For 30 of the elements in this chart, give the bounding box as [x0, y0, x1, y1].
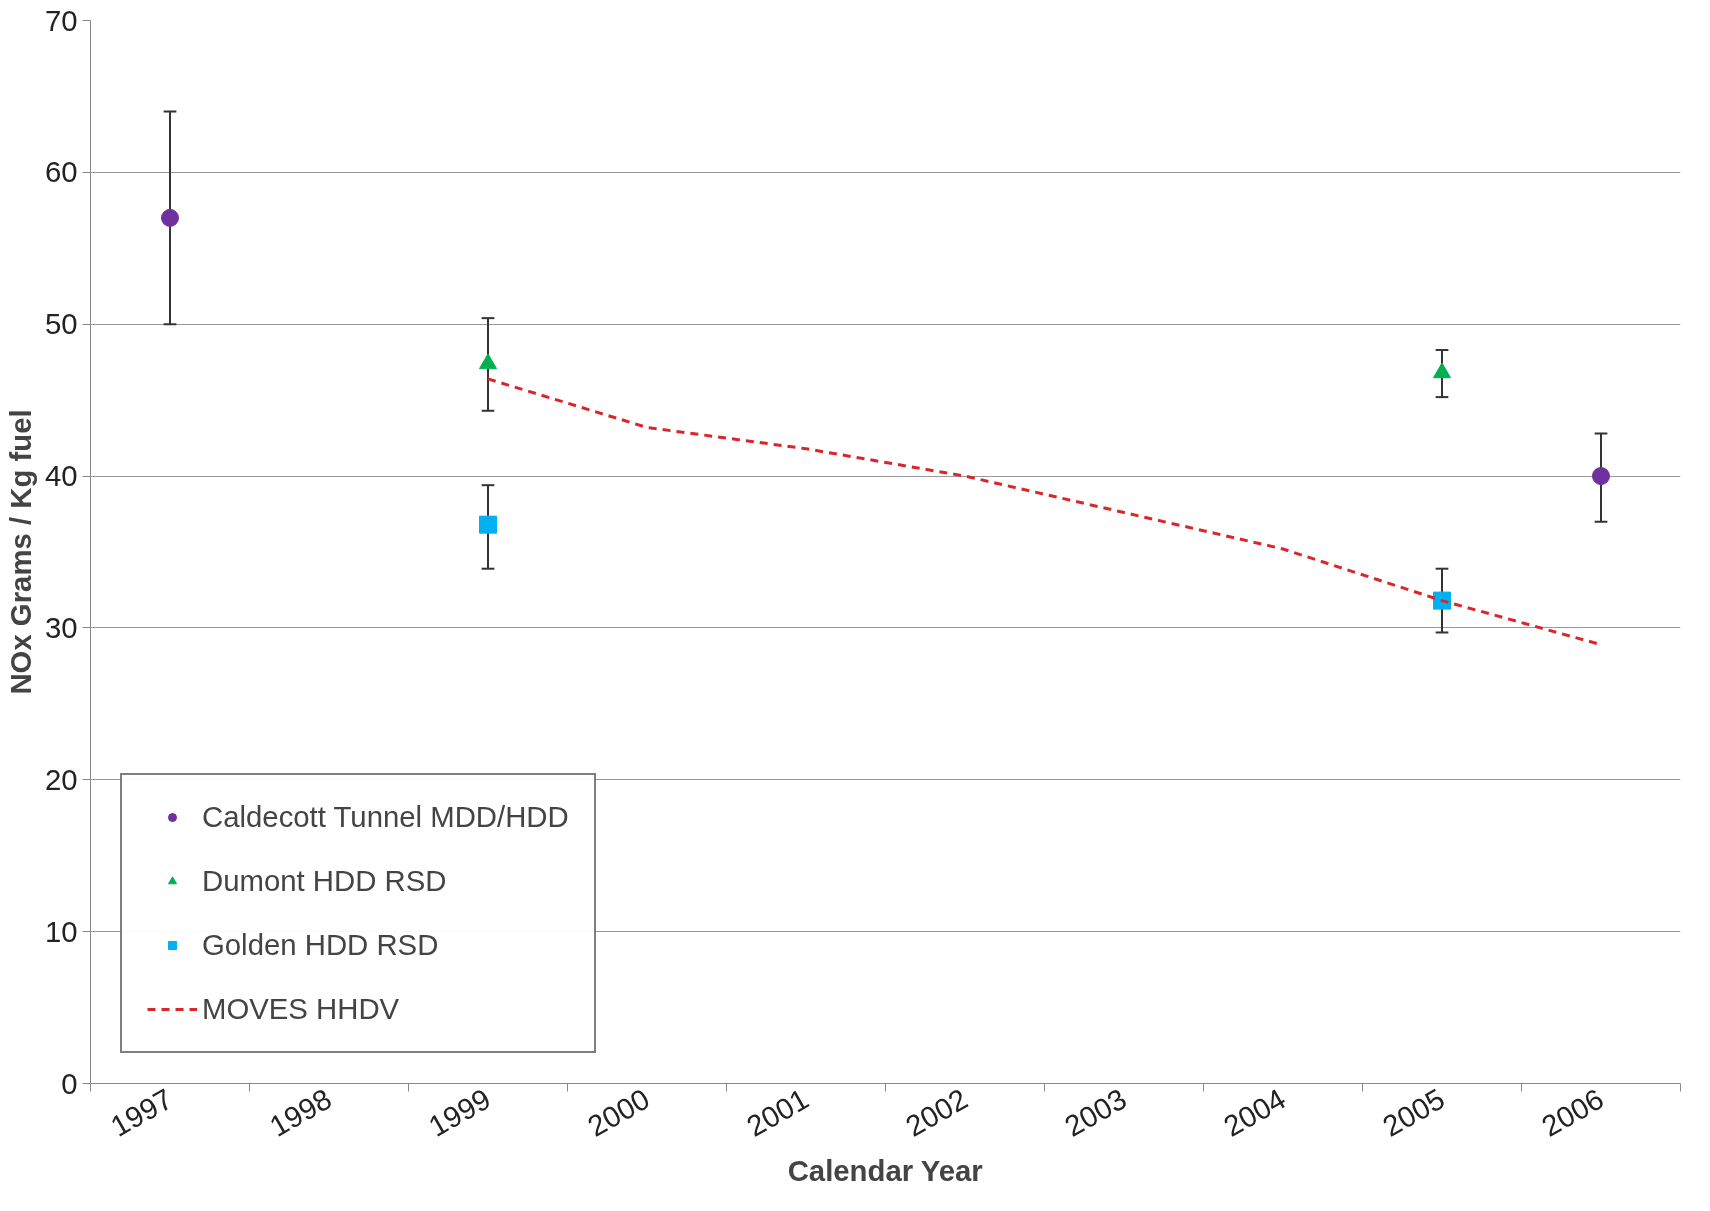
y-tick-label: 60	[44, 155, 78, 189]
x-axis-title: Calendar Year	[787, 1154, 983, 1188]
point	[479, 515, 497, 534]
y-tick-label: 20	[44, 762, 78, 796]
legend-label: Golden HDD RSD	[202, 928, 439, 962]
x-tick-label: 2005	[1376, 1081, 1450, 1143]
point	[1433, 362, 1451, 379]
x-tick-label: 2002	[899, 1081, 973, 1143]
y-tick-label: 40	[44, 459, 78, 493]
x-tick-label: 2006	[1535, 1081, 1609, 1143]
point	[479, 353, 497, 370]
point	[1433, 591, 1451, 610]
legend-label: Dumont HDD RSD	[202, 864, 447, 898]
point	[1592, 467, 1610, 486]
x-tick-label: 1998	[263, 1081, 337, 1143]
legend-label: Caldecott Tunnel MDD/HDD	[202, 800, 569, 834]
x-tick-label: 2004	[1217, 1081, 1291, 1143]
x-tick-label: 2000	[581, 1081, 655, 1143]
legend-label: MOVES HHDV	[202, 992, 400, 1026]
y-tick-label: 0	[61, 1066, 78, 1100]
y-tick-label: 30	[44, 610, 78, 644]
point	[161, 208, 179, 227]
y-axis-title: NOx Grams / Kg fuel	[3, 409, 37, 695]
x-tick-label: 2001	[740, 1081, 814, 1143]
x-tick-label: 1997	[104, 1081, 178, 1143]
y-tick-label: 50	[44, 307, 78, 341]
y-tick-label: 70	[44, 3, 78, 37]
y-tick-label: 10	[44, 914, 78, 948]
x-tick-label: 1999	[422, 1081, 496, 1143]
x-tick-label: 2003	[1058, 1081, 1132, 1143]
